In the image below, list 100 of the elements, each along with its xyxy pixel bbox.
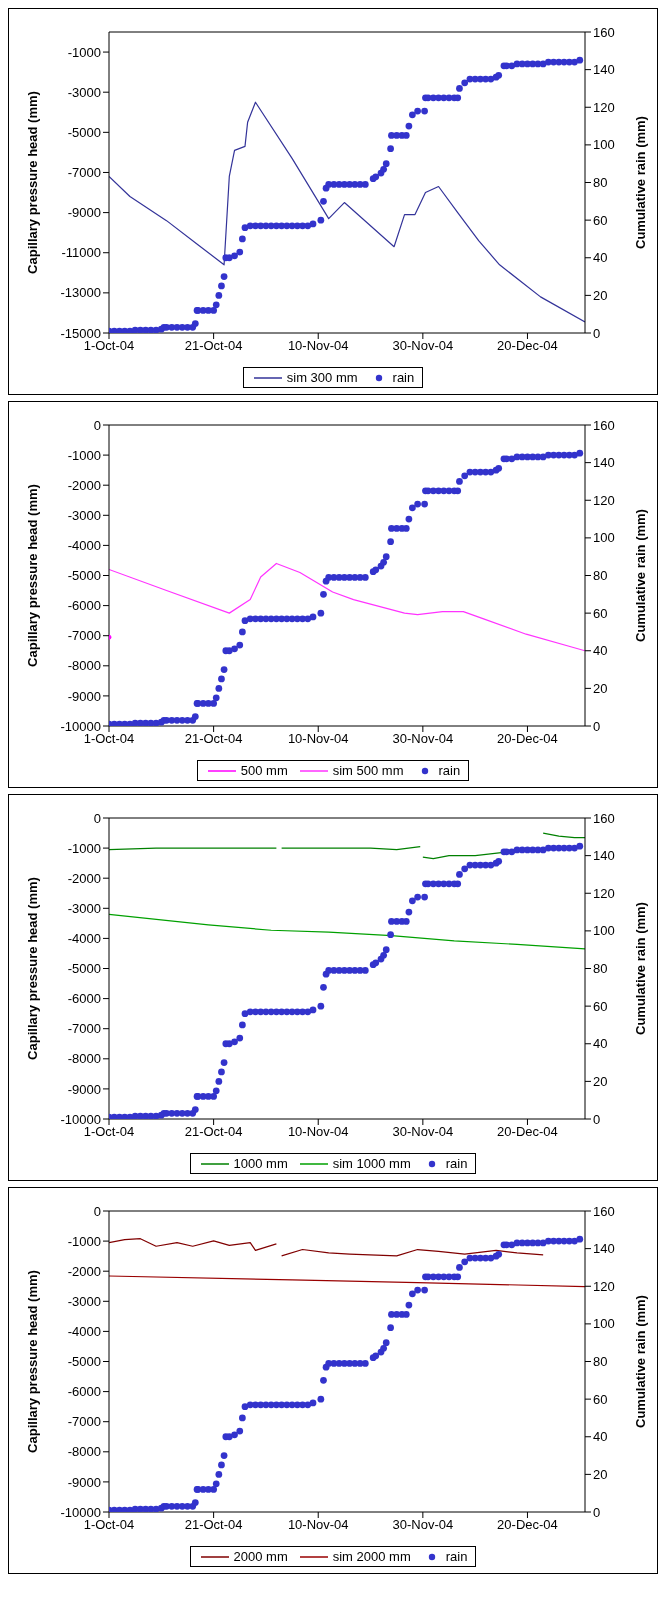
y-tick-label: -7000 — [67, 1414, 101, 1430]
y2-tick-label: 80 — [593, 568, 608, 584]
y-tick-label: -7000 — [67, 628, 101, 644]
y2-tick-label: 160 — [593, 417, 615, 433]
y2-tick-label: 120 — [593, 99, 615, 115]
x-tick-label: 1-Oct-04 — [83, 731, 135, 747]
x-tick-label: 30-Nov-04 — [392, 1517, 454, 1533]
y-tick-label: -7000 — [67, 1021, 101, 1037]
y2-tick-label: 0 — [593, 1111, 601, 1127]
x-tick-label: 21-Oct-04 — [184, 338, 243, 354]
y-tick-label: 0 — [93, 810, 101, 826]
y-tick-label: -3000 — [67, 1293, 101, 1309]
y-axis-title: Capillary pressure head (mm) — [24, 484, 40, 667]
y-tick-label: -15000 — [60, 325, 101, 341]
y2-tick-label: 0 — [593, 1504, 601, 1520]
y2-tick-label: 0 — [593, 325, 601, 341]
y-tick-label: -1000 — [67, 44, 101, 60]
y-tick-label: -4000 — [67, 538, 101, 554]
x-tick-label: 21-Oct-04 — [184, 1124, 243, 1140]
legend-label: sim 500 mm — [332, 763, 404, 778]
y-tick-label: -1000 — [67, 1233, 101, 1249]
legend-label: 1000 mm — [233, 1156, 288, 1171]
y-axis-title: Capillary pressure head (mm) — [24, 91, 40, 274]
y2-tick-label: 80 — [593, 175, 608, 191]
y2-tick-label: 100 — [593, 923, 615, 939]
x-tick-label: 10-Nov-04 — [287, 338, 349, 354]
y-tick-label: -9000 — [67, 1474, 101, 1490]
line-series — [109, 101, 585, 323]
x-tick-label: 30-Nov-04 — [392, 338, 454, 354]
y-tick-label: -8000 — [67, 1444, 101, 1460]
legend-label: 2000 mm — [233, 1549, 288, 1564]
y2-tick-label: 120 — [593, 492, 615, 508]
y2-tick-label: 100 — [593, 137, 615, 153]
x-tick-label: 30-Nov-04 — [392, 731, 454, 747]
legend-label: rain — [438, 763, 461, 778]
y-tick-label: -4000 — [67, 931, 101, 947]
y-tick-label: -5000 — [67, 568, 101, 584]
legend-label: sim 2000 mm — [332, 1549, 411, 1564]
y-tick-label: -6000 — [67, 598, 101, 614]
legend-label: 500 mm — [240, 763, 288, 778]
y2-tick-label: 20 — [593, 1073, 608, 1089]
x-tick-label: 21-Oct-04 — [184, 731, 243, 747]
y2-tick-label: 80 — [593, 961, 608, 977]
y2-tick-label: 20 — [593, 680, 608, 696]
x-tick-label: 21-Oct-04 — [184, 1517, 243, 1533]
y2-tick-label: 40 — [593, 250, 608, 266]
y-axis-title: Capillary pressure head (mm) — [24, 1270, 40, 1453]
x-tick-label: 20-Dec-04 — [497, 1517, 558, 1533]
y-tick-label: -6000 — [67, 1384, 101, 1400]
legend-label: rain — [392, 370, 415, 385]
y2-tick-label: 160 — [593, 810, 615, 826]
y2-tick-label: 60 — [593, 1391, 608, 1407]
y2-tick-label: 40 — [593, 1036, 608, 1052]
y-tick-label: -5000 — [67, 124, 101, 140]
y2-tick-label: 60 — [593, 998, 608, 1014]
y-tick-label: -7000 — [67, 165, 101, 181]
x-tick-label: 20-Dec-04 — [497, 731, 558, 747]
y-tick-label: -5000 — [67, 1354, 101, 1370]
y-tick-label: -1000 — [67, 447, 101, 463]
line-series — [109, 913, 585, 950]
y2-tick-label: 40 — [593, 1429, 608, 1445]
y-tick-label: -9000 — [67, 205, 101, 221]
x-tick-label: 1-Oct-04 — [83, 1517, 135, 1533]
y2-axis-title: Cumulative rain (mm) — [632, 116, 648, 249]
y-tick-label: -9000 — [67, 1081, 101, 1097]
y-tick-label: 0 — [93, 417, 101, 433]
y-tick-label: -1000 — [67, 840, 101, 856]
x-tick-label: 10-Nov-04 — [287, 1517, 349, 1533]
y2-tick-label: 140 — [593, 455, 615, 471]
y2-tick-label: 120 — [593, 1278, 615, 1294]
y2-tick-label: 80 — [593, 1354, 608, 1370]
y2-tick-label: 100 — [593, 530, 615, 546]
x-tick-label: 10-Nov-04 — [287, 731, 349, 747]
y-tick-label: -4000 — [67, 1324, 101, 1340]
line-series — [109, 1275, 585, 1288]
y2-tick-label: 140 — [593, 1241, 615, 1257]
y2-tick-label: 100 — [593, 1316, 615, 1332]
y-tick-label: -10000 — [60, 1504, 101, 1520]
y-tick-label: -2000 — [67, 870, 101, 886]
x-tick-label: 10-Nov-04 — [287, 1124, 349, 1140]
y2-tick-label: 140 — [593, 62, 615, 78]
y2-tick-label: 160 — [593, 1203, 615, 1219]
legend-label: rain — [445, 1549, 468, 1564]
x-tick-label: 1-Oct-04 — [83, 338, 135, 354]
y2-tick-label: 20 — [593, 287, 608, 303]
y2-tick-label: 120 — [593, 885, 615, 901]
y2-tick-label: 60 — [593, 212, 608, 228]
y2-axis-title: Cumulative rain (mm) — [632, 902, 648, 1035]
y-tick-label: -2000 — [67, 477, 101, 493]
y-tick-label: -6000 — [67, 991, 101, 1007]
y2-tick-label: 40 — [593, 643, 608, 659]
y-axis-title: Capillary pressure head (mm) — [24, 877, 40, 1060]
line-series — [109, 562, 585, 652]
y2-axis-title: Cumulative rain (mm) — [632, 509, 648, 642]
y-tick-label: -3000 — [67, 84, 101, 100]
x-tick-label: 1-Oct-04 — [83, 1124, 135, 1140]
y-tick-label: -3000 — [67, 900, 101, 916]
y-tick-label: -3000 — [67, 507, 101, 523]
y-tick-label: -10000 — [60, 718, 101, 734]
y-tick-label: -2000 — [67, 1263, 101, 1279]
